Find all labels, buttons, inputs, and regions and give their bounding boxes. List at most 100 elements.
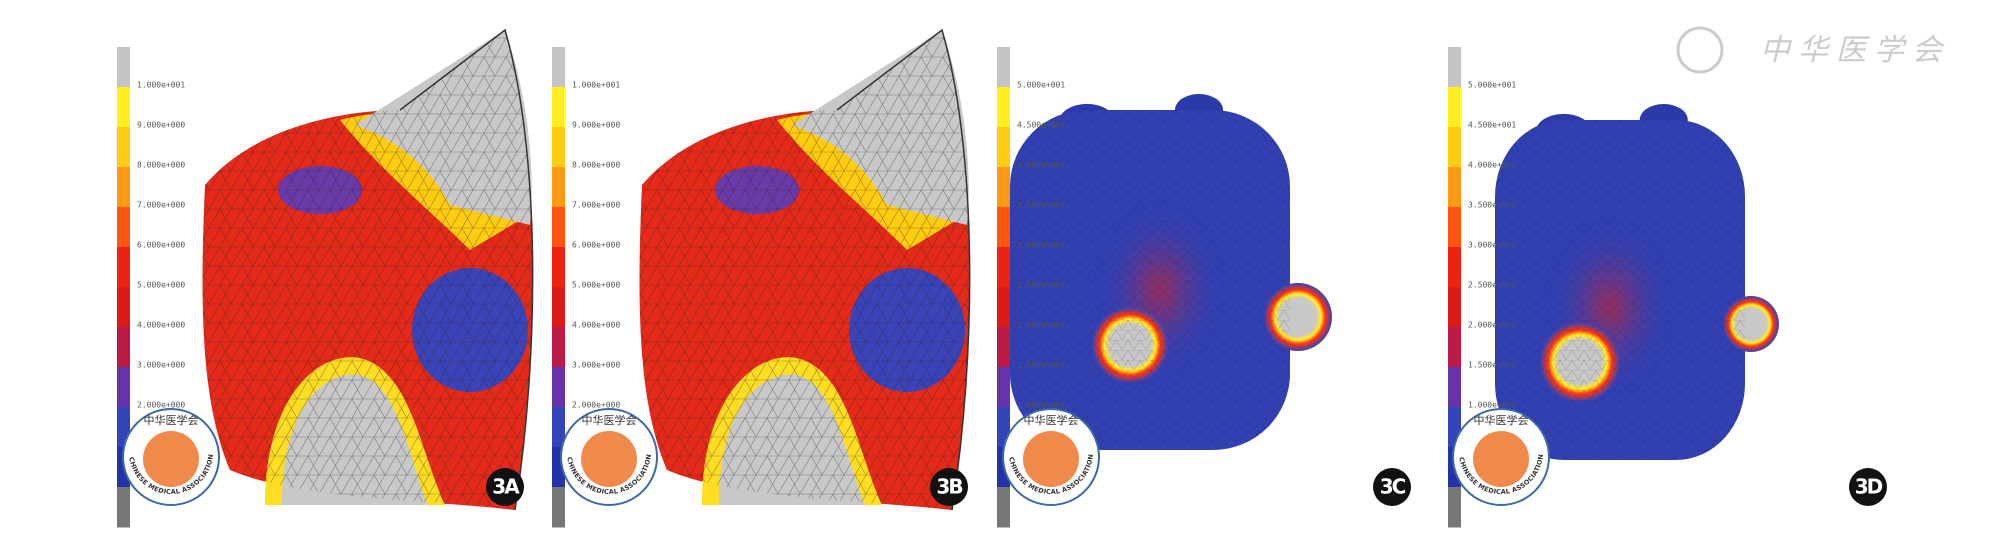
logo-inner: [581, 431, 637, 487]
colorbar-tick-label: 8.000e+000: [572, 161, 620, 170]
colorbar-band: [552, 287, 565, 328]
panel-label-bg: [1373, 468, 1411, 506]
colorbar-tick-label: 3.000e+000: [137, 361, 185, 370]
colorbar-band: [1448, 47, 1461, 88]
outline: [836, 28, 971, 511]
colorbar-tick-label: 7.000e+000: [137, 201, 185, 210]
colorbar-band: [997, 367, 1010, 408]
colorbar-band: [1448, 207, 1461, 248]
colorbar-tick-label: 3.000e+001: [1017, 241, 1065, 250]
colorbar-band: [997, 207, 1010, 248]
colorbar-band: [1448, 87, 1461, 128]
mesh: [639, 30, 970, 510]
panel-label-bg: [1849, 468, 1887, 506]
colorbar-band: [997, 87, 1010, 128]
colorbar-band: [997, 487, 1010, 528]
colorbar-band: [117, 167, 130, 208]
panel-label: 3B: [936, 475, 962, 499]
colorbar-band: [552, 327, 565, 368]
colorbar-tick-label: 3.500e+001: [1017, 201, 1065, 210]
mesh: [1495, 120, 1745, 460]
colorbar-band: [552, 167, 565, 208]
watermark-logo: [1676, 26, 1724, 74]
colorbar-band: [1448, 167, 1461, 208]
panel: 5.000e+001 4.500e+001 4.000e+001 3.500e+001…: [1448, 47, 1887, 528]
colorbar-band: [552, 87, 565, 128]
colorbar-band: [117, 87, 130, 128]
colorbar-band: [117, 127, 130, 168]
colorbar-tick-label: 1.000e+001: [137, 81, 185, 90]
colorbar-band: [117, 47, 130, 88]
colorbar-band: [552, 127, 565, 168]
panel-label: 3A: [492, 475, 520, 499]
colorbar-tick-label: 1.000e+001: [1017, 401, 1065, 410]
panel-label: 3D: [1855, 475, 1883, 499]
colorbar-band: [997, 247, 1010, 288]
colorbar-tick-label: 1.500e+001: [1017, 361, 1065, 370]
colorbar-tick-label: 3.000e+000: [572, 361, 620, 370]
logo-name-zh: 中华医学会: [144, 413, 199, 427]
colorbar-tick-label: 9.000e+000: [572, 121, 620, 130]
colorbar-tick-label: 1.000e+001: [572, 81, 620, 90]
colorbar-band: [1448, 487, 1461, 528]
colorbar-band: [117, 287, 130, 328]
logo-name-zh: 中华医学会: [582, 413, 637, 427]
logo-inner: [143, 431, 199, 487]
colorbar-band: [117, 367, 130, 408]
colorbar-band: [1448, 327, 1461, 368]
colorbar-tick-label: 7.000e+000: [572, 201, 620, 210]
panel: 5.000e+001 4.500e+001 4.000e+001 3.500e+001…: [997, 47, 1411, 528]
logo-name-zh: 中华医学会: [1024, 413, 1079, 427]
colorbar-band: [1448, 287, 1461, 328]
colorbar-tick-label: 2.000e+001: [1468, 321, 1516, 330]
colorbar-tick-label: 5.000e+001: [1017, 81, 1065, 90]
colorbar-band: [117, 207, 130, 248]
panel-label-bg: [486, 468, 524, 506]
colorbar-band: [1448, 127, 1461, 168]
colorbar-tick-label: 2.500e+001: [1468, 281, 1516, 290]
colorbar-tick-label: 4.500e+001: [1468, 121, 1516, 130]
colorbar-band: [997, 47, 1010, 88]
outline: [399, 28, 534, 511]
colorbar-band: [552, 47, 565, 88]
colorbar-tick-label: 2.000e+001: [1017, 321, 1065, 330]
colorbar-band: [552, 487, 565, 528]
colorbar-tick-label: 2.000e+000: [572, 401, 620, 410]
colorbar-tick-label: 3.000e+001: [1468, 241, 1516, 250]
panel-label: 3C: [1380, 475, 1406, 499]
colorbar-band: [552, 407, 565, 448]
watermark: 中华医学会: [1760, 33, 1950, 68]
colorbar-tick-label: 4.000e+000: [137, 321, 185, 330]
panel-label-bg: [930, 468, 968, 506]
colorbar-tick-label: 4.000e+001: [1017, 161, 1065, 170]
colorbar-tick-label: 6.000e+000: [137, 241, 185, 250]
logo-name-zh: 中华医学会: [1474, 413, 1529, 427]
colorbar-tick-label: 5.000e+000: [137, 281, 185, 290]
colorbar-band: [117, 327, 130, 368]
colorbar-band: [552, 367, 565, 408]
colorbar-band: [117, 247, 130, 288]
colorbar-band: [997, 167, 1010, 208]
colorbar-tick-label: 4.500e+001: [1017, 121, 1065, 130]
colorbar-band: [117, 487, 130, 528]
colorbar-tick-label: 9.000e+000: [137, 121, 185, 130]
colorbar-band: [997, 127, 1010, 168]
colorbar-band: [1448, 247, 1461, 288]
colorbar-tick-label: 5.000e+000: [572, 281, 620, 290]
colorbar-tick-label: 1.500e+001: [1468, 361, 1516, 370]
colorbar-band: [997, 287, 1010, 328]
logo-inner: [1473, 431, 1529, 487]
mesh: [1010, 110, 1290, 450]
colorbar-tick-label: 6.000e+000: [572, 241, 620, 250]
colorbar-band: [1448, 367, 1461, 408]
colorbar-band: [997, 327, 1010, 368]
colorbar-tick-label: 3.500e+001: [1468, 201, 1516, 210]
colorbar-tick-label: 2.000e+000: [137, 401, 185, 410]
colorbar-tick-label: 8.000e+000: [137, 161, 185, 170]
colorbar-tick-label: 4.000e+001: [1468, 161, 1516, 170]
colorbar-tick-label: 5.000e+001: [1468, 81, 1516, 90]
logo-inner: [1023, 431, 1079, 487]
mesh: [202, 30, 533, 510]
colorbar-tick-label: 2.500e+001: [1017, 281, 1065, 290]
